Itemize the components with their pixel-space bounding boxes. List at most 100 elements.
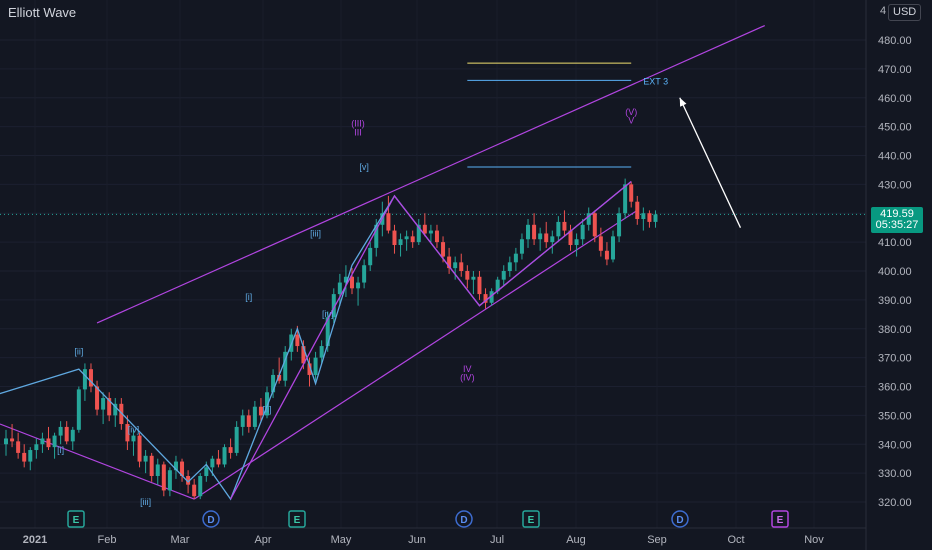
dividend-marker[interactable]: D: [455, 510, 473, 528]
candle-body: [526, 224, 531, 240]
candle-body: [216, 458, 221, 465]
earnings-marker[interactable]: E: [67, 510, 85, 528]
wave-label: (III): [351, 119, 365, 129]
candle-body: [137, 435, 142, 462]
dividend-marker[interactable]: D: [671, 510, 689, 528]
wave-label: (V): [625, 107, 637, 117]
dividend-marker[interactable]: D: [202, 510, 220, 528]
candle-body: [349, 276, 354, 289]
candle-body: [592, 213, 597, 237]
candle-body: [246, 415, 251, 427]
projection-arrow-line: [679, 97, 742, 228]
candle-body: [641, 213, 646, 220]
candle-body: [550, 236, 555, 243]
y-tick-label: 330.00: [878, 468, 912, 480]
y-tick-label: 360.00: [878, 382, 912, 394]
candle-body: [598, 236, 603, 251]
x-tick-label: Apr: [254, 534, 271, 546]
candle-body: [149, 455, 154, 477]
candle-body: [501, 271, 506, 280]
wave-label: [iv]: [128, 425, 140, 435]
candle-body: [489, 291, 494, 303]
y-tick-label: 380.00: [878, 324, 912, 336]
candle-body: [10, 438, 15, 442]
candle-body: [586, 213, 591, 225]
candle-body: [88, 369, 93, 387]
candle-body: [544, 233, 549, 243]
y-tick-label: 430.00: [878, 179, 912, 191]
candle-body: [635, 201, 640, 220]
candle-body: [222, 447, 227, 465]
earnings-marker[interactable]: E: [288, 510, 306, 528]
x-tick-label: Sep: [647, 534, 667, 546]
candle-body: [556, 221, 561, 237]
candle-body: [173, 461, 178, 471]
x-tick-label: Jul: [490, 534, 504, 546]
candle-body: [22, 452, 27, 462]
candle-body: [28, 450, 33, 462]
chart-title: Elliott Wave: [8, 5, 77, 20]
candle-body: [301, 346, 306, 364]
candle-body: [313, 357, 318, 375]
wave-label: V: [628, 116, 634, 126]
marker-shape: [455, 510, 473, 528]
y-tick-label: 320.00: [878, 497, 912, 509]
candle-body: [513, 253, 518, 263]
candle-body: [70, 429, 75, 442]
candle-body: [252, 406, 257, 427]
wave-label: [i]: [245, 292, 252, 302]
candle-body: [574, 239, 579, 246]
candle-body: [271, 374, 276, 393]
wave-label: [iii]: [310, 228, 321, 238]
candle-body: [295, 334, 300, 347]
candle-body: [604, 250, 609, 260]
marker-shape: [671, 510, 689, 528]
candle-body: [459, 262, 464, 271]
x-tick-label: Jun: [408, 534, 426, 546]
candle-body: [483, 294, 488, 303]
candle-body: [392, 230, 397, 246]
candle-body: [331, 294, 336, 318]
candle-body: [119, 403, 124, 425]
candle-body: [186, 476, 191, 485]
candle-body: [404, 236, 409, 240]
earnings-marker[interactable]: E: [771, 510, 789, 528]
candle-body: [234, 426, 239, 453]
candle-body: [58, 426, 63, 436]
candle-body: [40, 438, 45, 445]
candle-body: [410, 236, 415, 243]
y-tick-label: 440.00: [878, 151, 912, 163]
candle-body: [143, 455, 148, 462]
marker-shape: [288, 510, 306, 528]
candle-body: [283, 351, 288, 381]
candle-body: [167, 470, 172, 491]
candle-body: [471, 276, 476, 280]
candle-body: [155, 464, 160, 477]
marker-label: E: [528, 515, 535, 526]
candle-body: [204, 467, 209, 477]
x-tick-label: Nov: [804, 534, 824, 546]
candle-body: [34, 444, 39, 451]
candle-body: [611, 236, 615, 260]
candle-body: [465, 271, 470, 280]
candle-body: [343, 276, 348, 283]
candle-body: [240, 415, 245, 427]
candle-body: [198, 476, 203, 497]
candle-body: [428, 230, 433, 234]
candle-body: [228, 447, 233, 453]
candle-body: [258, 406, 263, 416]
candle-body: [52, 435, 57, 448]
candle-body: [325, 317, 330, 347]
currency-button[interactable]: USD: [888, 4, 922, 21]
wave-label: III: [354, 127, 362, 137]
candle-body: [519, 239, 524, 254]
projection-arrow-head: [679, 97, 687, 107]
y-tick-label: 350.00: [878, 410, 912, 422]
candle-body: [447, 256, 452, 269]
candle-body: [210, 458, 215, 468]
y-tick-label: 400.00: [878, 266, 912, 278]
channel-upper-line: [96, 25, 765, 324]
marker-label: D: [207, 515, 214, 526]
earnings-marker[interactable]: E: [522, 510, 540, 528]
